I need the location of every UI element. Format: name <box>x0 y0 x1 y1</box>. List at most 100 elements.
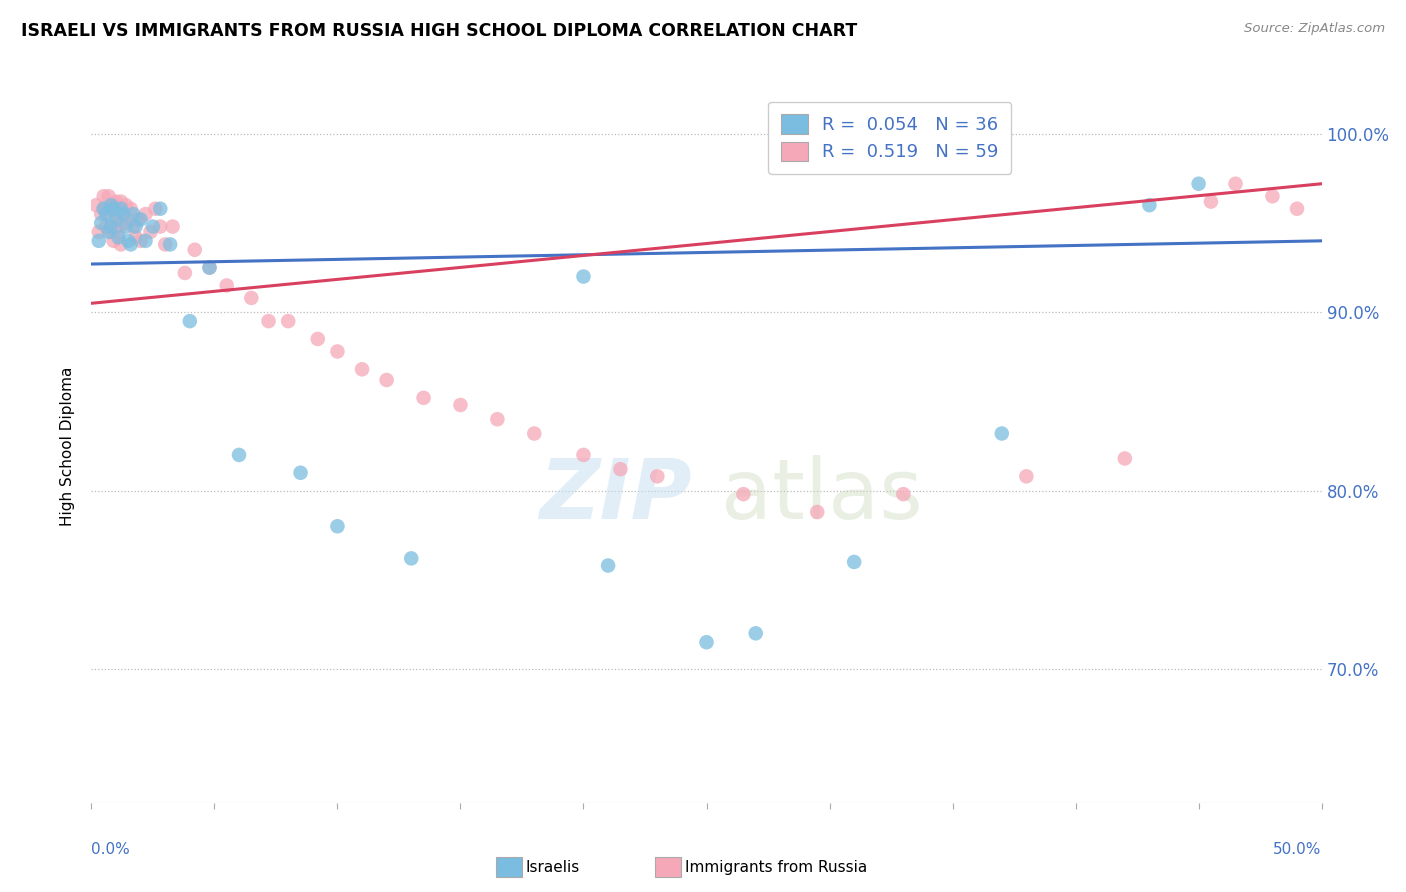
Point <box>117 234 139 248</box>
Point <box>149 219 172 234</box>
Point <box>87 234 110 248</box>
Point <box>107 225 129 239</box>
Point <box>399 551 422 566</box>
Point <box>645 469 669 483</box>
Point <box>124 230 146 244</box>
Point <box>90 216 112 230</box>
Point <box>107 230 129 244</box>
Text: Israelis: Israelis <box>526 860 581 874</box>
Point <box>572 448 595 462</box>
Point <box>326 344 349 359</box>
Point <box>174 266 197 280</box>
Point <box>596 558 619 573</box>
Point <box>97 189 120 203</box>
Point <box>198 260 221 275</box>
Point <box>103 234 125 248</box>
Point <box>117 212 139 227</box>
Point <box>110 202 132 216</box>
Point <box>96 207 117 221</box>
Point <box>733 487 755 501</box>
Point <box>135 234 156 248</box>
Text: 50.0%: 50.0% <box>1274 842 1322 857</box>
Point <box>96 219 117 234</box>
Point <box>129 212 152 227</box>
Point <box>114 219 138 234</box>
Point <box>103 202 125 216</box>
Point <box>806 505 828 519</box>
Point <box>179 314 201 328</box>
Point <box>120 202 142 216</box>
Point <box>277 314 299 328</box>
Point <box>100 225 122 239</box>
Point <box>129 234 152 248</box>
Point <box>107 207 129 221</box>
Point <box>240 291 263 305</box>
Point <box>1261 189 1284 203</box>
Point <box>1225 177 1247 191</box>
Point <box>695 635 717 649</box>
Point <box>110 237 132 252</box>
Point <box>228 448 250 462</box>
Point <box>112 207 135 221</box>
Point <box>1015 469 1038 483</box>
Text: ISRAELI VS IMMIGRANTS FROM RUSSIA HIGH SCHOOL DIPLOMA CORRELATION CHART: ISRAELI VS IMMIGRANTS FROM RUSSIA HIGH S… <box>21 22 858 40</box>
Text: atlas: atlas <box>721 456 922 536</box>
Point <box>122 207 145 221</box>
Point <box>290 466 312 480</box>
Point <box>103 198 125 212</box>
Text: Immigrants from Russia: Immigrants from Russia <box>685 860 868 874</box>
Point <box>153 237 177 252</box>
Point <box>110 194 132 209</box>
Legend: R =  0.054   N = 36, R =  0.519   N = 59: R = 0.054 N = 36, R = 0.519 N = 59 <box>768 102 1011 174</box>
Point <box>198 260 221 275</box>
Point <box>745 626 768 640</box>
Point <box>326 519 349 533</box>
Point <box>149 202 172 216</box>
Point <box>120 237 142 252</box>
Point <box>159 237 181 252</box>
Point <box>162 219 184 234</box>
Point <box>412 391 434 405</box>
Point <box>215 278 238 293</box>
Point <box>135 207 156 221</box>
Point <box>1114 451 1136 466</box>
Point <box>100 198 122 212</box>
Text: Source: ZipAtlas.com: Source: ZipAtlas.com <box>1244 22 1385 36</box>
Point <box>1187 177 1209 191</box>
Point <box>93 202 115 216</box>
Point <box>90 207 112 221</box>
Point <box>114 198 138 212</box>
Point <box>142 219 165 234</box>
Point <box>105 219 127 234</box>
Point <box>100 219 122 234</box>
Point <box>486 412 509 426</box>
Point <box>122 219 145 234</box>
Text: ZIP: ZIP <box>538 456 692 536</box>
Point <box>1139 198 1161 212</box>
Point <box>100 212 122 227</box>
Point <box>257 314 280 328</box>
Point <box>891 487 914 501</box>
Point <box>93 189 115 203</box>
Point <box>127 212 149 227</box>
Point <box>375 373 398 387</box>
Point <box>124 219 146 234</box>
Point <box>523 426 546 441</box>
Point <box>307 332 329 346</box>
Point <box>145 202 166 216</box>
Point <box>105 212 127 227</box>
Text: 0.0%: 0.0% <box>91 842 131 857</box>
Point <box>1285 202 1308 216</box>
Point <box>990 426 1012 441</box>
Point <box>97 225 120 239</box>
Point <box>139 225 162 239</box>
Point <box>105 194 127 209</box>
Point <box>572 269 595 284</box>
Y-axis label: High School Diploma: High School Diploma <box>60 367 76 525</box>
Point <box>93 202 115 216</box>
Point <box>449 398 471 412</box>
Point <box>183 243 207 257</box>
Point <box>1199 194 1222 209</box>
Point <box>352 362 374 376</box>
Point <box>97 202 120 216</box>
